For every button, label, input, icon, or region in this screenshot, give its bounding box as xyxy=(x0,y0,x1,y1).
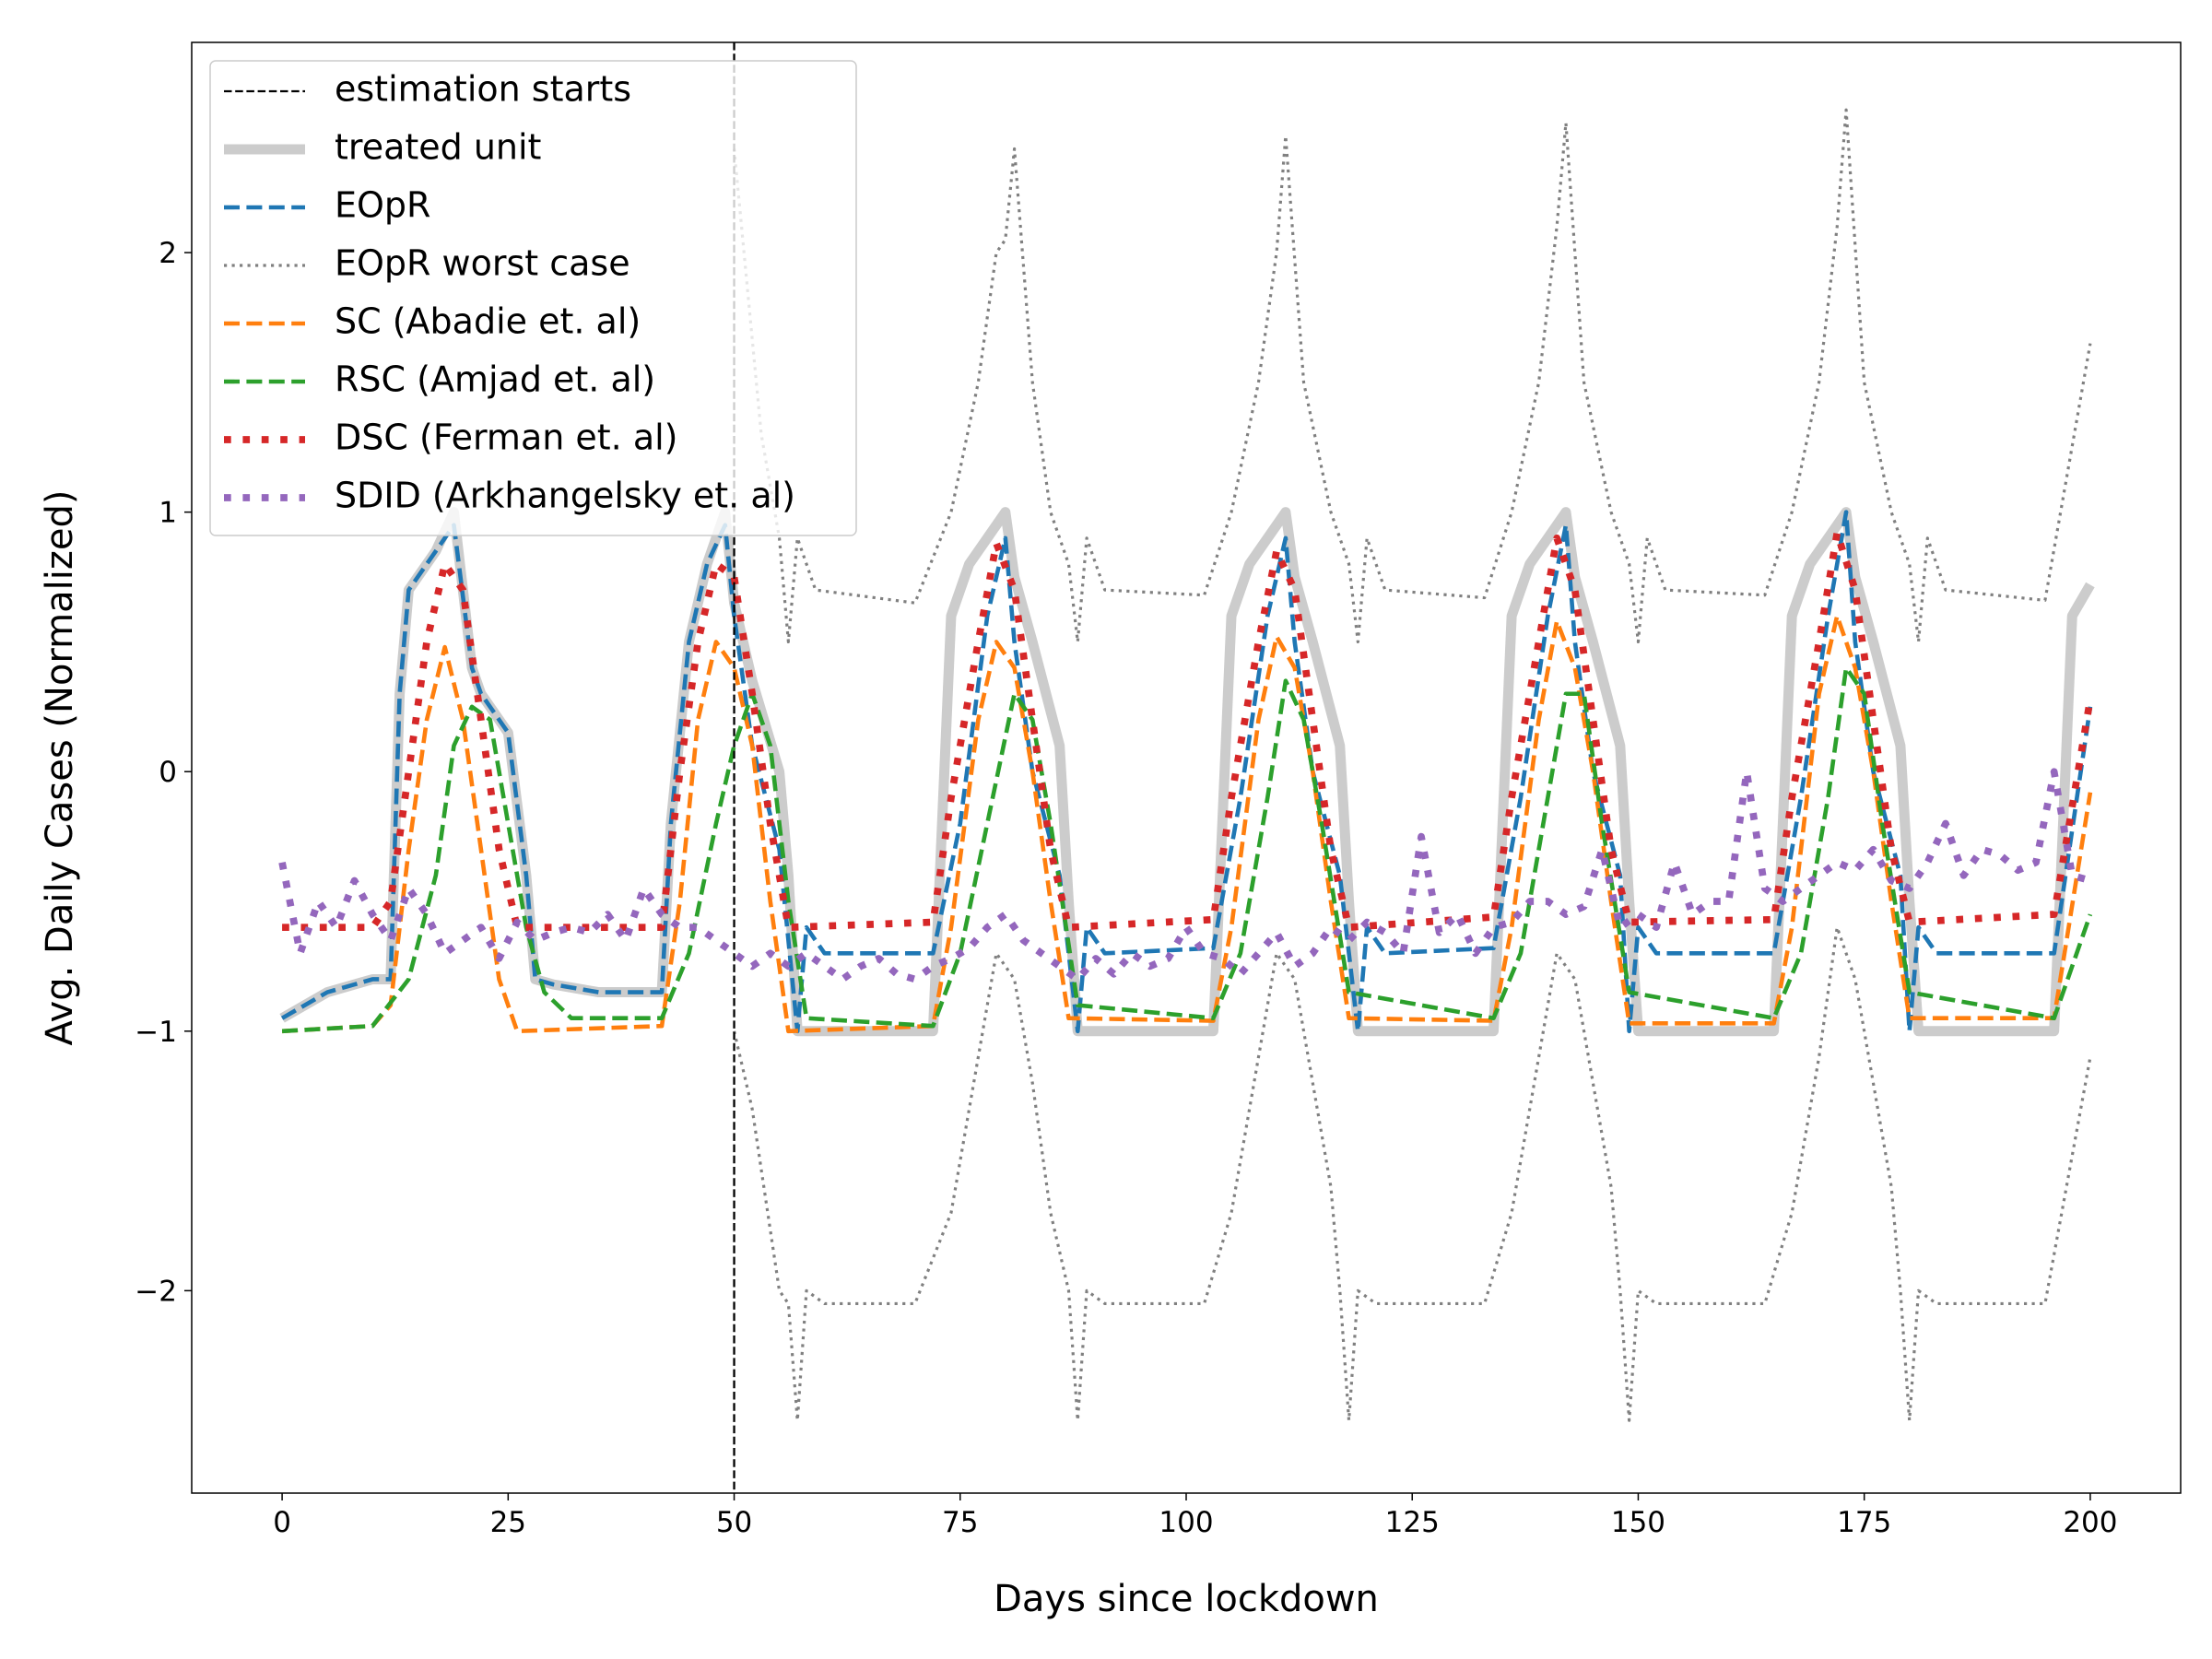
series-line xyxy=(278,768,2091,983)
legend-label: estimation starts xyxy=(335,69,631,110)
legend-label: EOpR worst case xyxy=(335,243,630,284)
legend-label: RSC (Amjad et. al) xyxy=(335,359,655,400)
x-tick-label: 100 xyxy=(1159,1506,1213,1539)
legend-label: EOpR xyxy=(335,185,430,226)
series-line xyxy=(280,510,2093,1034)
x-axis-label: Days since lockdown xyxy=(994,1578,1379,1620)
y-tick-label: −2 xyxy=(135,1275,177,1308)
legend-label: SDID (Arkhangelsky et. al) xyxy=(335,476,795,516)
series-line xyxy=(281,613,2093,1034)
x-tick-label: 0 xyxy=(273,1506,291,1539)
y-tick-label: 0 xyxy=(159,756,177,789)
y-tick-label: −1 xyxy=(135,1016,177,1049)
x-tick-label: 125 xyxy=(1385,1506,1440,1539)
series-line xyxy=(732,108,2092,644)
series-line xyxy=(282,529,2094,932)
legend-label: DSC (Ferman et. al) xyxy=(335,418,678,458)
axes: 0 25 50 75 100 125 150 175 200 −2 −1 0 1 2 xyxy=(135,41,2182,1539)
series-line xyxy=(279,507,2095,1037)
legend-label: treated unit xyxy=(335,127,541,168)
series-line xyxy=(281,665,2093,1034)
x-tick-label: 175 xyxy=(1837,1506,1891,1539)
y-tick-label: 1 xyxy=(159,497,177,530)
x-tick-label: 25 xyxy=(490,1506,526,1539)
plot-area xyxy=(278,42,2095,1493)
x-tick-label: 75 xyxy=(942,1506,978,1539)
x-tick-label: 200 xyxy=(2063,1506,2117,1539)
legend-box xyxy=(209,60,857,536)
y-tick-label: 2 xyxy=(159,237,177,270)
x-tick-label: 150 xyxy=(1611,1506,1665,1539)
legend-label: SC (Abadie et. al) xyxy=(335,301,641,342)
legend: estimation starts treated unit EOpR EOpR wo… xyxy=(209,60,857,536)
x-tick-label: 50 xyxy=(716,1506,752,1539)
y-axis-label: Avg. Daily Cases (Normalized) xyxy=(39,490,81,1046)
